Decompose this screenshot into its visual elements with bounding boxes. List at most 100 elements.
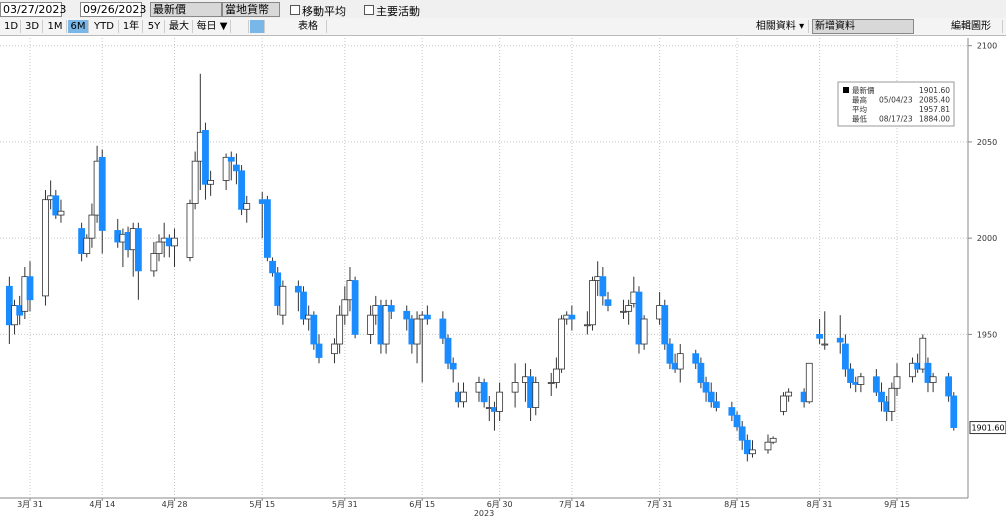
candle-body (666, 343, 674, 364)
candle-body (805, 362, 813, 403)
candle-body (841, 343, 849, 370)
candle-body (676, 353, 684, 370)
candle-body (635, 291, 643, 345)
moving-average[interactable]: 移動平均 (290, 3, 346, 19)
range-btn[interactable]: 1D (2, 20, 21, 33)
candle-body (42, 199, 49, 297)
key-events[interactable]: 主要活動 (364, 3, 420, 19)
range-btn[interactable]: YTD (90, 20, 119, 33)
x-tick-label: 5月 15 (249, 500, 275, 509)
candle-body (263, 199, 271, 258)
candle-body (532, 382, 540, 408)
candle-body (315, 343, 323, 358)
y-tick-label: 2000 (977, 234, 997, 243)
y-tick-label: 2100 (977, 42, 997, 51)
candle-body (150, 253, 158, 272)
candle-body (568, 314, 576, 320)
candle-body (599, 276, 607, 297)
candle-body (413, 318, 421, 345)
end-date[interactable]: 09/26/2023 (80, 2, 146, 17)
candle-body (620, 310, 627, 313)
candle-body (707, 391, 715, 403)
range-btn[interactable]: 最大 (166, 20, 193, 33)
candle-body (929, 376, 937, 383)
info-value: 1901.60 (919, 86, 950, 95)
frequency[interactable]: 每日 ▼ (194, 20, 231, 33)
candle-body (387, 305, 395, 312)
field-select[interactable]: 最新價 (150, 2, 222, 17)
candle-body (640, 318, 648, 345)
candle-body (697, 362, 705, 383)
candle-body (738, 426, 746, 441)
candle-body (202, 129, 209, 185)
info-label: 最新價 (852, 85, 875, 95)
toolbar: 03/27/2023 09/26/2023 最新價 當地貨幣 移動平均 主要活動 (0, 0, 1006, 19)
plot-area (0, 38, 968, 498)
last-value-box (969, 421, 1006, 435)
candle-body (661, 305, 669, 345)
edit-chart[interactable]: 編輯圖形 (940, 20, 1003, 33)
candle-body (57, 210, 65, 216)
candle-body (367, 314, 375, 335)
candle-body (712, 401, 720, 408)
candle-body (743, 439, 751, 455)
candle-body (444, 337, 452, 364)
candle-body (785, 391, 793, 397)
candle-body (98, 156, 106, 231)
candle-body (480, 382, 488, 403)
candle-body (836, 337, 844, 343)
chart-type-btn[interactable] (250, 20, 265, 33)
candle-body (294, 285, 302, 293)
currency-select[interactable]: 當地貨幣 (222, 2, 280, 17)
toolbar-2: 1D 3D 1M 6M YTD 1年 5Y 最大 每日 ▼ 表格 相關資料 ▾ … (0, 18, 1006, 36)
candle-body (222, 156, 230, 181)
info-date: 05/04/23 (879, 96, 913, 105)
candle-body (134, 228, 142, 272)
candle-body (878, 391, 885, 403)
x-tick-label: 3月 31 (17, 500, 43, 509)
start-date[interactable]: 03/27/2023 (0, 2, 66, 17)
candle-body (300, 291, 307, 320)
table-btn[interactable]: 表格 (290, 20, 327, 33)
info-swatch (843, 87, 849, 93)
chart-type-btn[interactable] (234, 20, 249, 33)
candle-body (702, 382, 710, 393)
x-tick-label: 7月 31 (647, 500, 673, 509)
candle-body (558, 318, 565, 370)
range-btn[interactable]: 6M (68, 20, 89, 33)
info-box: 最新價 1901.60 最高 05/04/23 2085.40 平均 1957.81 最低 08… (837, 81, 955, 127)
candle-body (909, 362, 916, 378)
x-tick-label: 5月 31 (332, 500, 358, 509)
range-btn[interactable]: 3D (22, 20, 43, 33)
range-btn[interactable]: 5Y (144, 20, 165, 33)
candle-body (269, 260, 276, 274)
candle-body (816, 334, 823, 339)
candle-body (52, 195, 60, 216)
add-data[interactable]: 新增資料 (812, 19, 914, 34)
candle-body (238, 170, 245, 210)
info-date: 08/17/23 (879, 115, 913, 124)
candle-body (552, 368, 560, 383)
range-btn[interactable]: 1M (44, 20, 67, 33)
info-value: 2085.40 (919, 96, 950, 105)
info-label: 最高 (852, 95, 867, 105)
candle-body (310, 314, 318, 345)
range-btn[interactable]: 1年 (120, 20, 143, 33)
info-label: 最低 (852, 114, 867, 124)
candle-body (924, 362, 932, 383)
related-data[interactable]: 相關資料 ▾ (752, 20, 809, 33)
candle-body (186, 203, 194, 258)
candle-body (88, 214, 96, 239)
candle-body (439, 318, 447, 339)
candle-body (227, 156, 235, 162)
candle-body (171, 237, 178, 247)
x-tick-label: 4月 28 (162, 500, 188, 509)
candle-body (341, 299, 349, 316)
x-tick-label: 4月 14 (89, 500, 115, 509)
candle-body (547, 382, 555, 384)
info-value: 1884.00 (919, 115, 950, 124)
x-tick-label: 8月 15 (724, 500, 750, 509)
y-tick-label: 1950 (977, 330, 997, 339)
candle-body (821, 343, 829, 346)
